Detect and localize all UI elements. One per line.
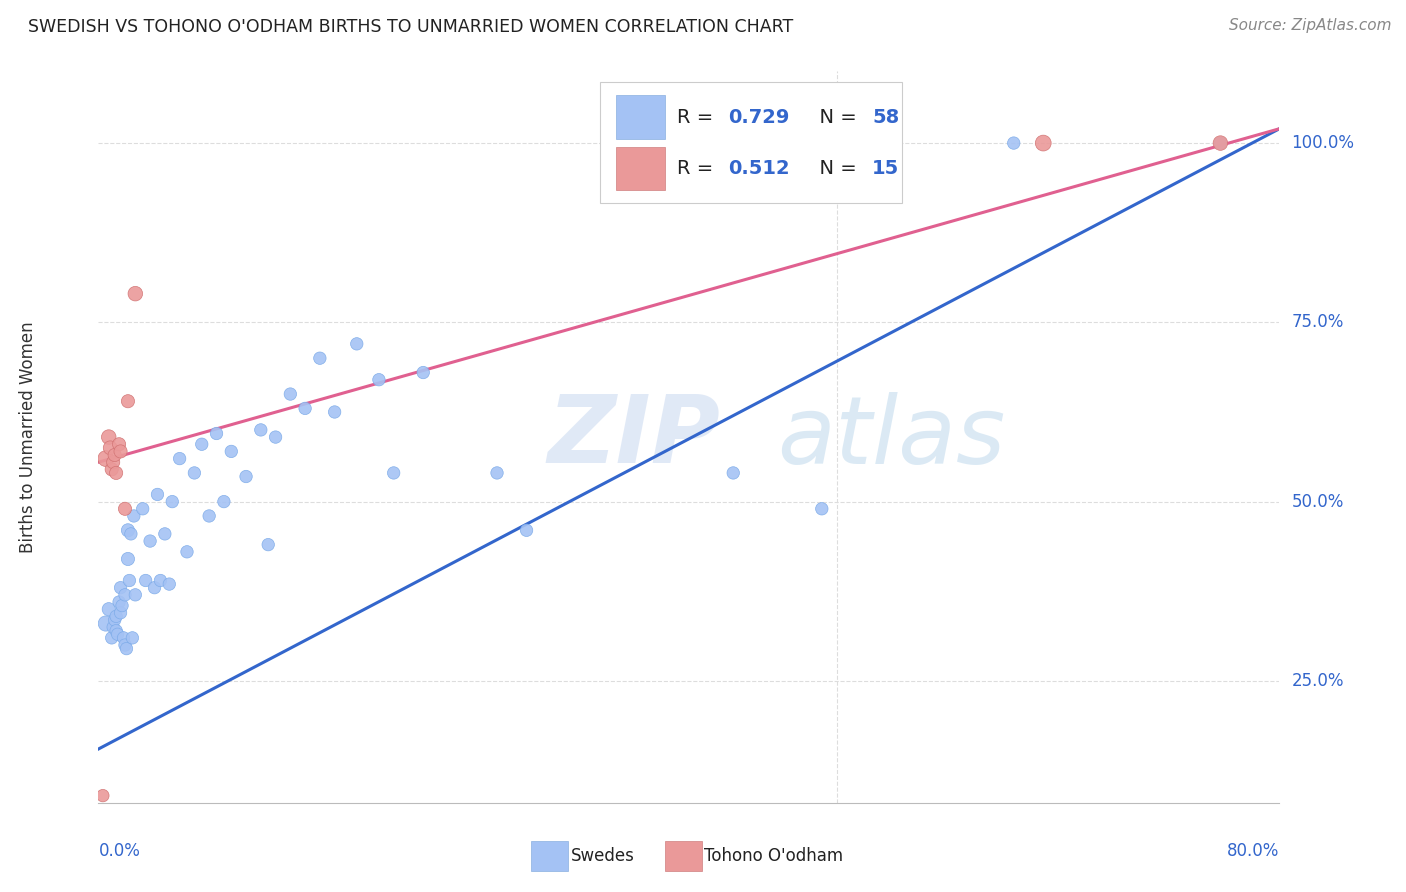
Point	[264, 430, 287, 444]
Text: ZIP: ZIP	[547, 391, 720, 483]
Point	[412, 366, 434, 380]
Point	[122, 508, 145, 523]
Point	[219, 444, 242, 458]
Point	[146, 487, 169, 501]
Text: 25.0%: 25.0%	[1291, 672, 1344, 690]
Point	[117, 552, 139, 566]
Point	[107, 627, 129, 641]
Point	[114, 501, 136, 516]
Point	[121, 631, 143, 645]
Point	[103, 620, 125, 634]
Point	[100, 631, 122, 645]
Point	[100, 462, 122, 476]
Point	[103, 455, 125, 469]
Point	[257, 538, 280, 552]
FancyBboxPatch shape	[616, 95, 665, 138]
Point	[124, 286, 146, 301]
Text: 75.0%: 75.0%	[1291, 313, 1344, 331]
Point	[110, 606, 132, 620]
Point	[135, 574, 157, 588]
Text: N =: N =	[807, 108, 863, 127]
Text: Swedes: Swedes	[571, 847, 634, 865]
Point	[117, 394, 139, 409]
Text: 0.729: 0.729	[728, 108, 789, 127]
Point	[176, 545, 198, 559]
Point	[191, 437, 214, 451]
Text: Source: ZipAtlas.com: Source: ZipAtlas.com	[1229, 18, 1392, 33]
Point	[162, 494, 183, 508]
Point	[91, 789, 114, 803]
Text: R =: R =	[678, 159, 720, 178]
Text: 0.512: 0.512	[728, 159, 790, 178]
Point	[143, 581, 166, 595]
Point	[110, 444, 132, 458]
Text: N =: N =	[807, 159, 863, 178]
Point	[94, 451, 117, 466]
Point	[278, 387, 302, 401]
FancyBboxPatch shape	[600, 82, 901, 203]
Point	[198, 508, 221, 523]
Point	[115, 641, 138, 656]
Point	[212, 494, 235, 508]
Point	[105, 624, 128, 638]
Point	[1032, 136, 1054, 150]
Point	[105, 609, 128, 624]
Point	[105, 466, 128, 480]
Point	[94, 616, 117, 631]
Text: Tohono O'odham: Tohono O'odham	[704, 847, 844, 865]
Text: 58: 58	[872, 108, 900, 127]
Point	[120, 527, 142, 541]
Point	[97, 602, 120, 616]
Text: R =: R =	[678, 108, 720, 127]
Point	[235, 469, 257, 483]
Point	[104, 613, 127, 627]
Text: 80.0%: 80.0%	[1227, 842, 1279, 860]
Text: 100.0%: 100.0%	[1291, 134, 1354, 152]
Point	[486, 466, 509, 480]
Point	[104, 448, 127, 462]
Point	[382, 466, 405, 480]
FancyBboxPatch shape	[616, 146, 665, 190]
Text: atlas: atlas	[778, 392, 1005, 483]
Point	[149, 574, 172, 588]
Point	[124, 588, 146, 602]
Point	[294, 401, 316, 416]
Point	[97, 430, 120, 444]
Point	[183, 466, 205, 480]
Point	[1002, 136, 1025, 150]
Point	[153, 527, 176, 541]
Point	[205, 426, 228, 441]
Text: 15: 15	[872, 159, 900, 178]
Text: 0.0%: 0.0%	[98, 842, 141, 860]
Point	[114, 638, 136, 652]
Point	[157, 577, 180, 591]
Point	[117, 524, 139, 538]
Text: SWEDISH VS TOHONO O'ODHAM BIRTHS TO UNMARRIED WOMEN CORRELATION CHART: SWEDISH VS TOHONO O'ODHAM BIRTHS TO UNMA…	[28, 18, 793, 36]
Point	[132, 501, 155, 516]
Point	[98, 441, 121, 455]
Text: 50.0%: 50.0%	[1291, 492, 1344, 510]
Point	[515, 524, 537, 538]
Point	[110, 581, 132, 595]
Point	[139, 534, 162, 549]
Point	[108, 595, 131, 609]
Point	[346, 336, 368, 351]
Point	[118, 574, 141, 588]
Point	[309, 351, 332, 366]
Point	[114, 588, 136, 602]
Point	[1209, 136, 1232, 150]
Point	[111, 599, 134, 613]
Point	[108, 437, 131, 451]
Point	[1209, 136, 1232, 150]
Text: Births to Unmarried Women: Births to Unmarried Women	[18, 321, 37, 553]
Point	[112, 631, 135, 645]
Point	[810, 501, 832, 516]
Point	[323, 405, 346, 419]
Point	[721, 466, 744, 480]
Point	[169, 451, 191, 466]
Point	[250, 423, 273, 437]
Point	[368, 373, 391, 387]
